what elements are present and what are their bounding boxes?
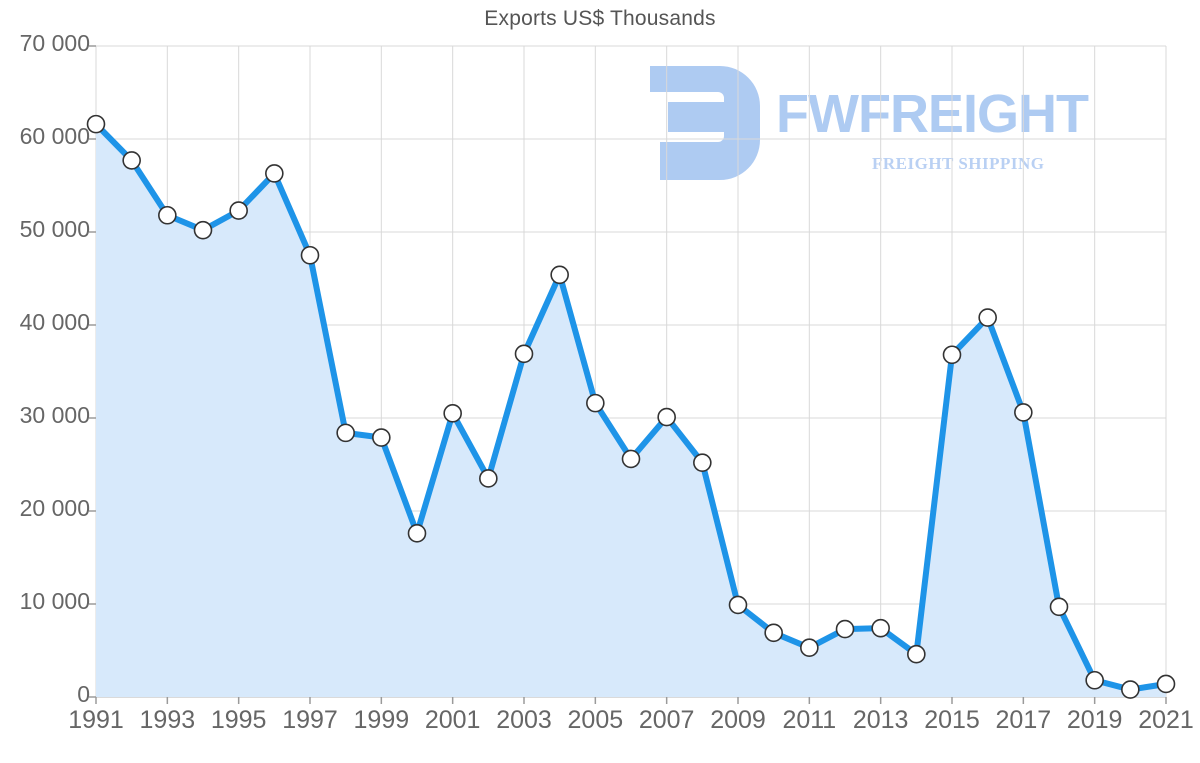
data-point-marker[interactable]: 2010: 6900 <box>764 623 783 643</box>
y-axis-tick-label: 10 000 <box>19 588 90 614</box>
data-point-marker[interactable]: 1993: 51800 <box>158 205 177 225</box>
data-point-marker[interactable]: 1998: 28400 <box>336 423 355 443</box>
x-axis-tick-label: 2013 <box>852 706 909 734</box>
data-point-marker[interactable]: 2009: 9900 <box>728 595 748 615</box>
data-point-marker[interactable]: 2005: 31600 <box>586 393 605 413</box>
data-point-marker[interactable]: 1999: 27900 <box>372 428 391 447</box>
data-point-marker[interactable]: 1994: 50200 <box>193 220 213 240</box>
area-fill <box>96 124 1166 698</box>
data-point-marker[interactable]: 1996: 56300 <box>265 164 284 183</box>
y-axis-tick-label: 70 000 <box>19 30 90 56</box>
data-point-marker[interactable]: 2011: 5300 <box>800 638 819 658</box>
data-point-marker[interactable]: 2004: 45400 <box>550 265 569 285</box>
data-point-marker[interactable]: 2015: 36800 <box>942 345 962 365</box>
data-point-marker[interactable]: 2016: 40800 <box>978 308 997 327</box>
series-exports: 1991: 61600 1992: 57700 1993: 51800 1994: 5… <box>86 114 1176 699</box>
x-axis-tick-label: 2001 <box>424 706 481 734</box>
x-axis-tick-label: 2005 <box>567 706 624 734</box>
x-axis-tick-label: 2007 <box>638 706 695 734</box>
y-axis-tick-label: 20 000 <box>19 495 90 521</box>
x-axis-tick-label: 2019 <box>1066 706 1123 734</box>
x-axis-tick-label: 2021 <box>1138 706 1194 734</box>
chart-title: Exports US$ Thousands <box>484 7 716 30</box>
y-axis-tick-label: 50 000 <box>19 216 90 242</box>
data-point-marker[interactable]: 2020: 800 <box>1121 680 1140 699</box>
data-point-marker[interactable]: 1997: 47500 <box>300 245 320 265</box>
data-point-marker[interactable]: 2013: 7400 <box>871 618 890 638</box>
data-point-marker[interactable]: 2003: 36900 <box>514 344 534 364</box>
data-point-marker[interactable]: 2014: 4600 <box>907 644 926 664</box>
x-axis-tick-label: 1993 <box>139 706 196 734</box>
x-axis-tick-label: 1999 <box>353 706 410 734</box>
x-axis-tick-label: 1991 <box>68 706 124 734</box>
x-axis-tick-label: 2011 <box>782 706 837 734</box>
y-axis-tick-label: 30 000 <box>19 402 90 428</box>
data-point-marker[interactable]: 2019: 1800 <box>1085 670 1104 690</box>
x-axis-tick-label: 2015 <box>924 706 980 734</box>
x-axis-tick-label: 1997 <box>282 706 338 734</box>
data-point-marker[interactable]: 2012: 7300 <box>835 619 855 639</box>
data-point-marker[interactable]: 2008: 25200 <box>693 453 712 472</box>
data-point-marker[interactable]: 1991: 61600 <box>86 114 106 134</box>
data-point-marker[interactable]: 2018: 9700 <box>1049 597 1069 617</box>
data-point-marker[interactable]: 1995: 52300 <box>229 201 248 220</box>
x-axis-tick-label: 1995 <box>210 706 267 734</box>
plot-area: 1991: 61600 1992: 57700 1993: 51800 1994: 5… <box>86 45 1176 704</box>
y-axis-tick-label: 0 <box>77 681 90 707</box>
data-point-marker[interactable]: 2002: 23500 <box>479 469 498 488</box>
data-point-marker[interactable]: 1992: 57700 <box>122 151 141 170</box>
x-axis-tick-label: 2017 <box>995 706 1052 734</box>
data-point-marker[interactable]: 2007: 30100 <box>657 407 676 427</box>
data-point-marker[interactable]: 2021: 1400 <box>1156 674 1176 694</box>
y-axis-tick-label: 60 000 <box>19 123 90 149</box>
data-point-marker[interactable]: 2006: 25600 <box>621 449 641 469</box>
data-point-marker[interactable]: 2017: 30600 <box>1014 403 1033 422</box>
y-axis-tick-label: 40 000 <box>19 309 90 335</box>
x-axis-tick-label: 2009 <box>710 706 766 734</box>
x-axis-tick-label: 2003 <box>496 706 552 734</box>
data-point-marker[interactable]: 2001: 30500 <box>443 404 462 423</box>
